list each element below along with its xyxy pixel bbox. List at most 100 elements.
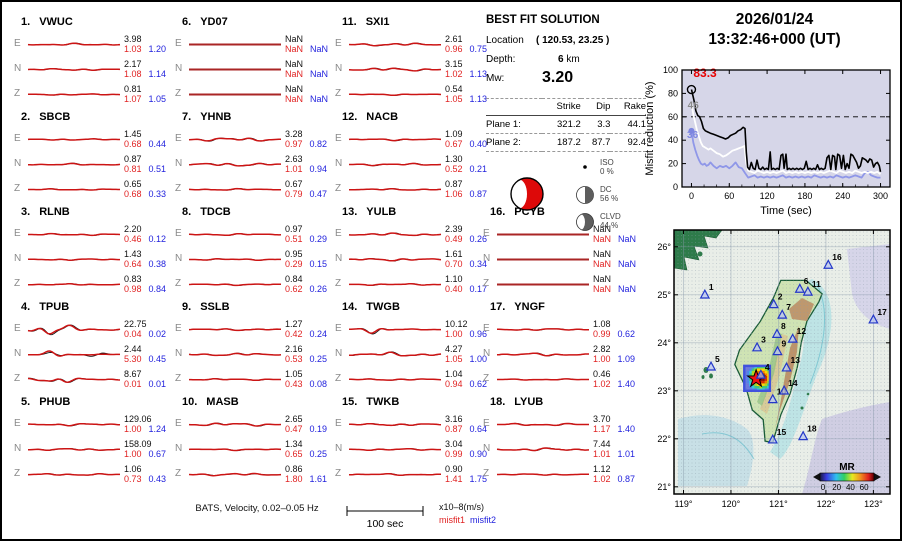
grid-search-box bbox=[743, 364, 772, 392]
trace-values: 2.17 1.08 1.14 bbox=[124, 59, 166, 79]
amplitude-value: 0.90 bbox=[445, 464, 463, 474]
waveform-plot bbox=[497, 258, 589, 261]
misfit-values: 1.02 1.40 bbox=[593, 379, 635, 389]
moment-tensor-decomposition: ISO 0 % DC 56 % CLVD 44 % bbox=[486, 158, 652, 238]
misfit2-value: 0.19 bbox=[309, 424, 328, 434]
amplitude-value: 2.16 bbox=[285, 344, 303, 354]
map-x-tick-label: 123° bbox=[864, 499, 883, 509]
trace-values: 158.09 1.00 0.67 bbox=[124, 439, 166, 459]
station-block-pcyb: 16. PCYB E NaN NaN NaN N NaN NaN NaN Z NaN NaN NaN bbox=[481, 206, 637, 301]
trace-values: 3.15 1.02 1.13 bbox=[445, 59, 487, 79]
trace-values: 2.61 0.96 0.75 bbox=[445, 34, 487, 54]
map-y-tick-label: 24° bbox=[657, 338, 671, 348]
misfit-values: NaN NaN bbox=[593, 259, 636, 269]
col-rake: Rake bbox=[610, 98, 646, 116]
trace-values: 2.16 0.53 0.25 bbox=[285, 344, 327, 364]
map-y-tick-label: 23° bbox=[657, 386, 671, 396]
component-label: E bbox=[14, 228, 21, 239]
misfit2-value: 0.21 bbox=[469, 164, 488, 174]
component-label: N bbox=[14, 443, 22, 454]
station-block-tdcb: 8. TDCB E 0.97 0.51 0.29 N 0.95 0.29 0.15 Z 0.84 0.6… bbox=[173, 206, 329, 301]
station-header: 15. TWKB bbox=[333, 396, 489, 412]
location-label: Location bbox=[486, 35, 524, 46]
misfit-values: 0.87 0.64 bbox=[445, 424, 487, 434]
chart-annotation: 46 bbox=[688, 101, 700, 112]
misfit1-value: 0.65 bbox=[285, 449, 303, 459]
station-number: 7. bbox=[182, 111, 192, 123]
amplitude-value: 3.28 bbox=[285, 129, 303, 139]
amplitude-value: NaN bbox=[285, 59, 304, 69]
waveform-plot bbox=[188, 472, 282, 477]
amplitude-value: 1.43 bbox=[124, 249, 142, 259]
waveform-plot bbox=[348, 67, 442, 72]
component-label: N bbox=[483, 348, 491, 359]
station-block-yhnb: 7. YHNB E 3.28 0.97 0.82 N 2.63 1.01 0.94 Z 0.67 0.7… bbox=[173, 111, 329, 206]
station-number: 5. bbox=[21, 396, 31, 408]
map-x-tick-label: 121° bbox=[769, 499, 788, 509]
station-marker-8 bbox=[771, 328, 783, 338]
amplitude-value: 0.84 bbox=[285, 274, 303, 284]
component-label: N bbox=[335, 443, 343, 454]
misfit2-value: 1.01 bbox=[617, 449, 636, 459]
station-marker-label: 17 bbox=[877, 307, 887, 317]
iso-item: ISO 0 % bbox=[574, 158, 652, 180]
misfit1-value: 0.62 bbox=[285, 284, 303, 294]
component-label: Z bbox=[14, 88, 21, 99]
misfit1-value: 5.30 bbox=[124, 354, 142, 364]
component-label: N bbox=[175, 253, 183, 264]
trace-row-e: E 2.20 0.46 0.12 bbox=[12, 222, 168, 247]
station-marker-7 bbox=[777, 309, 788, 319]
misfit1-value: 0.68 bbox=[124, 189, 142, 199]
amplitude-value: 1.04 bbox=[445, 369, 463, 379]
map-x-tick-label: 122° bbox=[817, 499, 836, 509]
trace-values: NaN NaN NaN bbox=[285, 59, 328, 79]
misfit1-value: 0.46 bbox=[124, 234, 142, 244]
misfit1-value: 1.02 bbox=[593, 379, 611, 389]
misfit-values: 0.65 0.25 bbox=[285, 449, 327, 459]
trace-values: 3.28 0.97 0.82 bbox=[285, 129, 327, 149]
mw-value: 3.20 bbox=[542, 69, 574, 86]
trace-row-z: Z 0.90 1.41 1.75 bbox=[333, 462, 489, 487]
misfit2-value: 1.40 bbox=[617, 424, 636, 434]
event-time: 13:32:46+000 (UT) bbox=[708, 31, 841, 48]
waveform-plot bbox=[28, 350, 120, 357]
component-label: E bbox=[175, 228, 182, 239]
component-label: E bbox=[175, 418, 182, 429]
misfit2-value: 0.25 bbox=[309, 449, 328, 459]
map-y-tick-label: 22° bbox=[657, 434, 671, 444]
amplitude-value: 0.46 bbox=[593, 369, 611, 379]
component-label: Z bbox=[175, 468, 182, 479]
location-row: Location ( 120.53, 23.25 ) bbox=[486, 35, 652, 47]
station-header: 3. RLNB bbox=[12, 206, 168, 222]
misfit2-value: 0.84 bbox=[148, 284, 167, 294]
station-code: YHNB bbox=[200, 111, 232, 123]
trace-row-n: N 2.44 5.30 0.45 bbox=[12, 342, 168, 367]
dc-label: DC bbox=[600, 185, 612, 194]
waveform-plot bbox=[349, 283, 442, 287]
waveform-plot bbox=[497, 233, 589, 236]
component-label: E bbox=[335, 133, 342, 144]
trace-values: 0.95 0.29 0.15 bbox=[285, 249, 327, 269]
x-tick-label: 60 bbox=[724, 191, 734, 201]
trace-values: 22.75 0.04 0.02 bbox=[124, 319, 166, 339]
amplitude-value: NaN bbox=[285, 84, 304, 94]
station-number: 12. bbox=[342, 111, 358, 123]
station-number: 16. bbox=[490, 206, 506, 218]
misfit2-value: 0.40 bbox=[469, 139, 488, 149]
trace-row-n: N 1.43 0.64 0.38 bbox=[12, 247, 168, 272]
amplitude-value: 3.15 bbox=[445, 59, 463, 69]
station-header: 5. PHUB bbox=[12, 396, 168, 412]
event-date: 2026/01/24 bbox=[735, 11, 814, 28]
trace-values: 1.30 0.52 0.21 bbox=[445, 154, 487, 174]
misfit1-value: 1.06 bbox=[445, 189, 463, 199]
x-axis-label: Time (sec) bbox=[760, 205, 812, 217]
component-label: Z bbox=[14, 183, 21, 194]
trace-row-n: N 4.27 1.05 1.00 bbox=[333, 342, 489, 367]
misfit-values: 0.46 0.12 bbox=[124, 234, 166, 244]
trace-values: 1.08 0.99 0.62 bbox=[593, 319, 635, 339]
misfit-values: 1.07 1.05 bbox=[124, 94, 166, 104]
misfit2-value: 0.90 bbox=[469, 449, 488, 459]
misfit2-value: 0.94 bbox=[309, 164, 328, 174]
misfit1-value: 1.01 bbox=[285, 164, 303, 174]
